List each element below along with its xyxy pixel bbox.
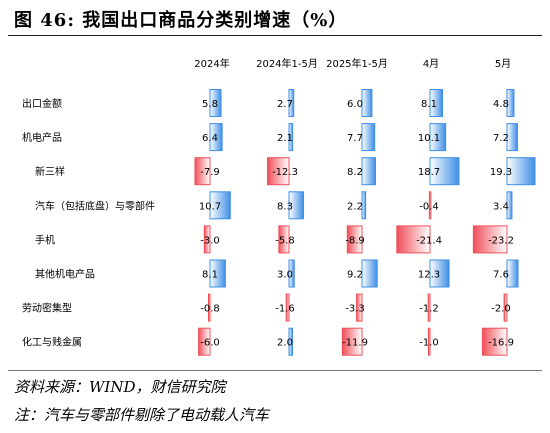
data-bar (209, 259, 226, 288)
data-bar (396, 225, 431, 254)
data-bar (429, 157, 460, 186)
data-bar (288, 327, 293, 356)
title-divider (8, 35, 542, 36)
data-value-label: 10.7 (199, 201, 221, 212)
data-value-label: 18.7 (418, 167, 440, 178)
data-bar (506, 191, 513, 220)
data-value-label: 3.0 (277, 270, 293, 281)
data-value-label: 3.4 (493, 201, 509, 212)
row-label: 化工与贱金属 (22, 336, 82, 349)
data-bar (506, 259, 519, 288)
data-bar (356, 293, 363, 322)
data-bar (278, 225, 290, 254)
data-bar (427, 327, 431, 356)
row-label: 机电产品 (22, 131, 62, 144)
row-label: 手机 (35, 233, 55, 246)
data-value-label: 12.3 (418, 270, 440, 281)
data-value-label: -0.8 (200, 304, 220, 315)
data-value-label: -5.8 (275, 235, 295, 246)
column-header: 2025年1-5月 (326, 57, 388, 70)
data-bar (288, 123, 294, 152)
data-bar (429, 89, 444, 117)
footer-divider (8, 370, 542, 371)
data-value-label: 5.8 (202, 99, 218, 110)
data-value-label: 2.7 (277, 99, 293, 110)
data-value-label: 19.3 (490, 167, 512, 178)
data-bar (346, 225, 363, 254)
footnote: 注：汽车与零部件剔除了电动载人汽车 (14, 406, 270, 424)
column-header: 2024年1-5月 (256, 57, 318, 70)
data-bar (472, 225, 508, 254)
data-value-label: -8.9 (345, 235, 365, 246)
data-bar (209, 191, 231, 220)
data-bar (207, 293, 211, 322)
data-bar (198, 327, 211, 356)
data-value-label: -0.4 (419, 201, 439, 212)
data-bar (429, 259, 450, 288)
data-value-label: 7.6 (493, 270, 509, 281)
column-header: 5月 (495, 58, 511, 70)
data-bar (209, 89, 222, 117)
data-bar (429, 123, 447, 152)
data-value-label: 2.0 (277, 338, 293, 349)
data-bar (361, 123, 376, 152)
data-bar (209, 123, 223, 152)
row-label: 新三样 (35, 165, 65, 178)
data-bar (266, 157, 290, 186)
data-value-label: 2.1 (277, 133, 293, 144)
data-bar (506, 157, 536, 186)
column-header: 2024年 (194, 57, 229, 70)
data-value-label: 6.4 (202, 133, 218, 144)
row-label: 其他机电产品 (35, 268, 95, 281)
row-label: 汽车（包括底盘）与零部件 (35, 199, 155, 212)
data-value-label: -21.4 (416, 235, 442, 246)
data-bar (503, 293, 508, 322)
data-bar (506, 89, 515, 117)
data-value-label: -11.9 (342, 338, 368, 349)
data-bar (194, 157, 211, 186)
data-value-label: -6.0 (200, 338, 220, 349)
data-value-label: -3.0 (200, 235, 220, 246)
data-value-label: -23.2 (488, 235, 514, 246)
data-value-label: -1.2 (419, 304, 439, 315)
data-bar (361, 191, 367, 220)
data-bar (203, 225, 211, 254)
data-value-label: 6.0 (347, 99, 363, 110)
row-label: 出口金额 (22, 97, 62, 110)
data-value-label: -1.6 (275, 304, 295, 315)
source-note: 资料来源：WIND，财信研究院 (14, 378, 226, 396)
row-label: 劳动密集型 (22, 302, 72, 315)
data-value-label: -3.3 (345, 304, 365, 315)
data-value-label: -7.9 (200, 167, 220, 178)
data-bar (361, 89, 373, 117)
data-value-label: -1.0 (419, 338, 439, 349)
data-bar (506, 123, 518, 152)
data-bar (361, 157, 377, 186)
data-bar (341, 327, 363, 356)
data-value-label: 8.3 (277, 201, 293, 212)
data-value-label: -16.9 (488, 338, 514, 349)
data-value-label: 9.2 (347, 270, 363, 281)
data-value-label: 8.2 (347, 167, 363, 178)
data-bar (285, 293, 290, 322)
data-bar (288, 259, 295, 288)
data-bar (428, 191, 432, 220)
data-value-label: 2.2 (347, 201, 363, 212)
data-value-label: 8.1 (202, 270, 218, 281)
data-bar (288, 89, 295, 117)
column-header: 4月 (423, 58, 439, 70)
data-value-label: 7.2 (493, 133, 509, 144)
data-value-label: 10.1 (418, 133, 440, 144)
data-value-label: 8.1 (421, 99, 437, 110)
figure-title: 图 46: 我国出口商品分类别增速（%） (14, 10, 348, 31)
data-value-label: -2.0 (491, 304, 511, 315)
data-value-label: 4.8 (493, 99, 509, 110)
data-bar (361, 259, 378, 288)
data-bar (288, 191, 305, 220)
data-bar (481, 327, 508, 356)
data-value-label: -12.3 (272, 167, 298, 178)
data-value-label: 7.7 (347, 133, 363, 144)
data-bar (427, 293, 431, 322)
